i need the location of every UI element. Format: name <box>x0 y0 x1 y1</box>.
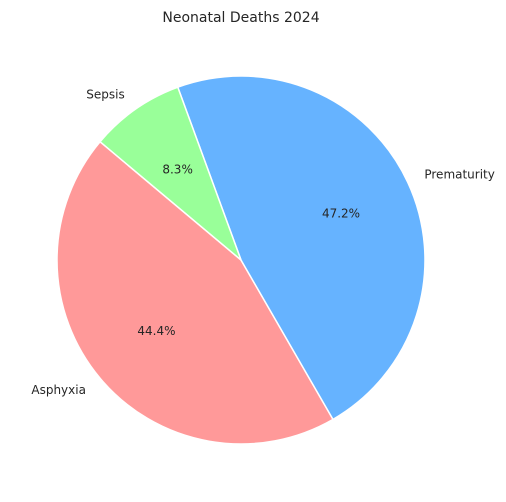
pie-slices <box>56 75 426 445</box>
slice-label-prematurity: Prematurity <box>424 167 495 181</box>
pie-slice-sepsis <box>98 86 243 263</box>
slice-label-sepsis: Sepsis <box>86 87 124 101</box>
slice-percent-sepsis: 8.3% <box>162 163 193 177</box>
slice-percent-asphyxia: 44.4% <box>137 324 175 338</box>
pie-slice-asphyxia <box>56 140 335 445</box>
chart-title: Neonatal Deaths 2024 <box>162 10 319 26</box>
pie-labels: Asphyxia 44.4% Prematurity 47.2% Sepsis 8.3% <box>31 87 495 397</box>
slice-percent-prematurity: 47.2% <box>322 206 360 220</box>
slice-label-asphyxia: Asphyxia <box>31 383 86 397</box>
pie-slice-prematurity <box>176 75 426 421</box>
